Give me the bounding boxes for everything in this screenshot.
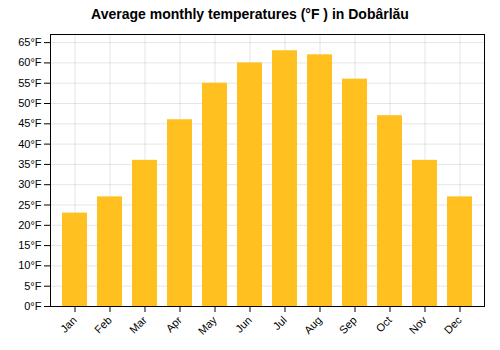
svg-text:Apr: Apr <box>163 314 184 335</box>
svg-text:45°F: 45°F <box>18 117 42 129</box>
svg-text:Mar: Mar <box>127 314 149 336</box>
svg-text:55°F: 55°F <box>18 77 42 89</box>
svg-text:Oct: Oct <box>373 314 394 335</box>
svg-text:35°F: 35°F <box>18 158 42 170</box>
svg-text:65°F: 65°F <box>18 36 42 48</box>
svg-text:Jul: Jul <box>270 314 288 332</box>
svg-text:50°F: 50°F <box>18 97 42 109</box>
svg-text:Nov: Nov <box>407 313 430 336</box>
svg-text:40°F: 40°F <box>18 138 42 150</box>
svg-text:5°F: 5°F <box>24 280 42 292</box>
svg-text:Jan: Jan <box>58 314 79 335</box>
svg-text:0°F: 0°F <box>24 300 42 312</box>
svg-text:25°F: 25°F <box>18 199 42 211</box>
svg-text:Dec: Dec <box>442 313 465 336</box>
svg-text:60°F: 60°F <box>18 56 42 68</box>
svg-text:May: May <box>196 313 220 337</box>
svg-text:30°F: 30°F <box>18 178 42 190</box>
svg-text:Jun: Jun <box>233 314 254 335</box>
svg-text:20°F: 20°F <box>18 219 42 231</box>
svg-text:Aug: Aug <box>302 314 324 336</box>
svg-text:Sep: Sep <box>337 314 359 336</box>
svg-text:15°F: 15°F <box>18 239 42 251</box>
svg-text:10°F: 10°F <box>18 259 42 271</box>
html-text:Average monthly temperatures (: Average monthly temperatures (°F ) in Do… <box>91 6 409 22</box>
svg-text:Feb: Feb <box>92 314 114 336</box>
